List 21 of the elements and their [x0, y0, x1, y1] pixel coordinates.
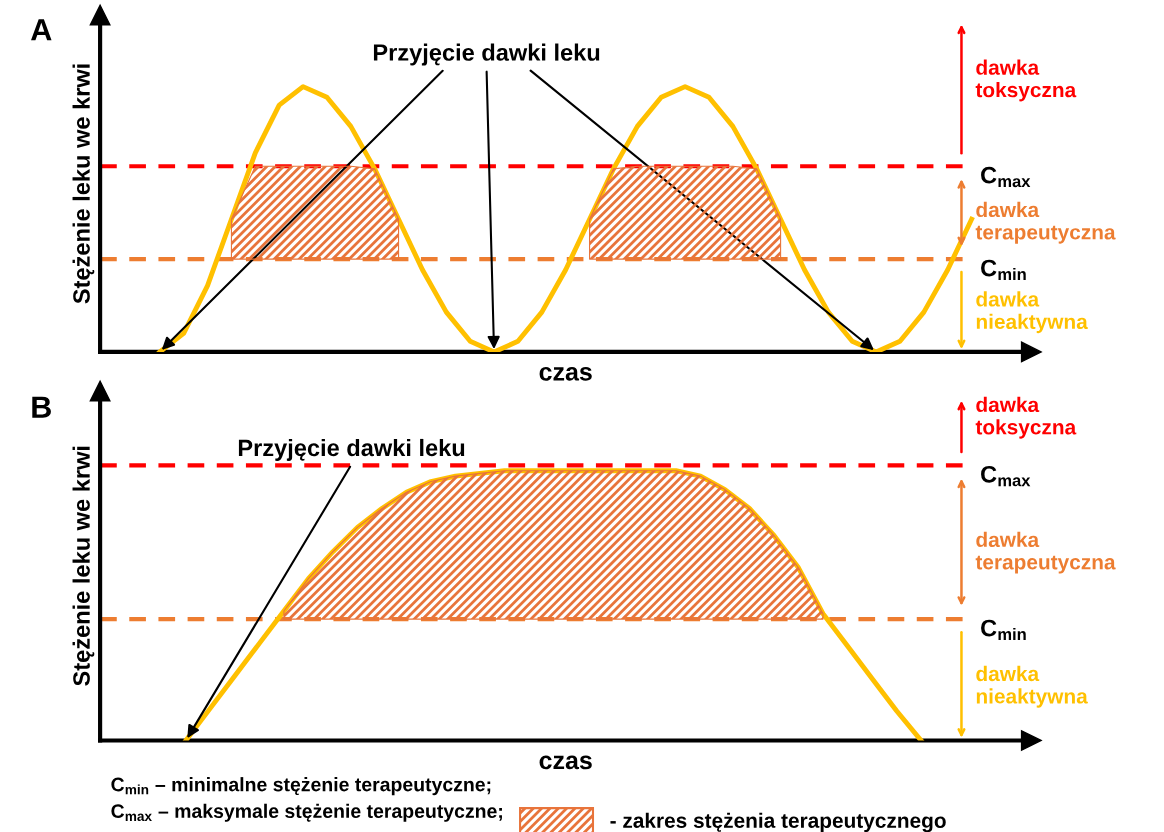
annotation: dawka terapeutyczna [975, 531, 1116, 574]
ref-line-label: C$_{min}$ [981, 259, 1026, 280]
x-axis-title: czas [539, 367, 592, 381]
chart-title: B [32, 396, 51, 418]
y-axis-title: Stężenie leku we krwi [72, 446, 95, 686]
ref-line-label: C$_{min}$ [981, 619, 1026, 640]
chart-title: A [31, 19, 52, 41]
text: Przyjęcie dawki leku [373, 43, 600, 66]
ref-line-label: C$_{max}$ [981, 166, 1031, 188]
text: C$_{max}$ – maksymale stężenie terapeutyczne; [111, 803, 502, 822]
text: dawka toksyczna [975, 396, 1077, 439]
y-axis-title: Stężenie leku we krwi [72, 64, 95, 304]
annotation: dawka nieaktywna [976, 291, 1088, 334]
ref-line-label: C$_{max}$ [981, 465, 1031, 487]
annotation: dawka terapeutyczna [975, 201, 1116, 244]
legend-label: - zakres stężenia terapeutycznego [610, 812, 946, 832]
text: Przyjęcie dawki leku [238, 438, 465, 461]
annotation: dawka nieaktywna [976, 665, 1088, 708]
annotation: dawka toksyczna [975, 59, 1077, 102]
x-axis-title: czas [539, 755, 592, 770]
text: C$_{min}$ – minimalne stężenie terapeutyczne; [111, 777, 491, 796]
